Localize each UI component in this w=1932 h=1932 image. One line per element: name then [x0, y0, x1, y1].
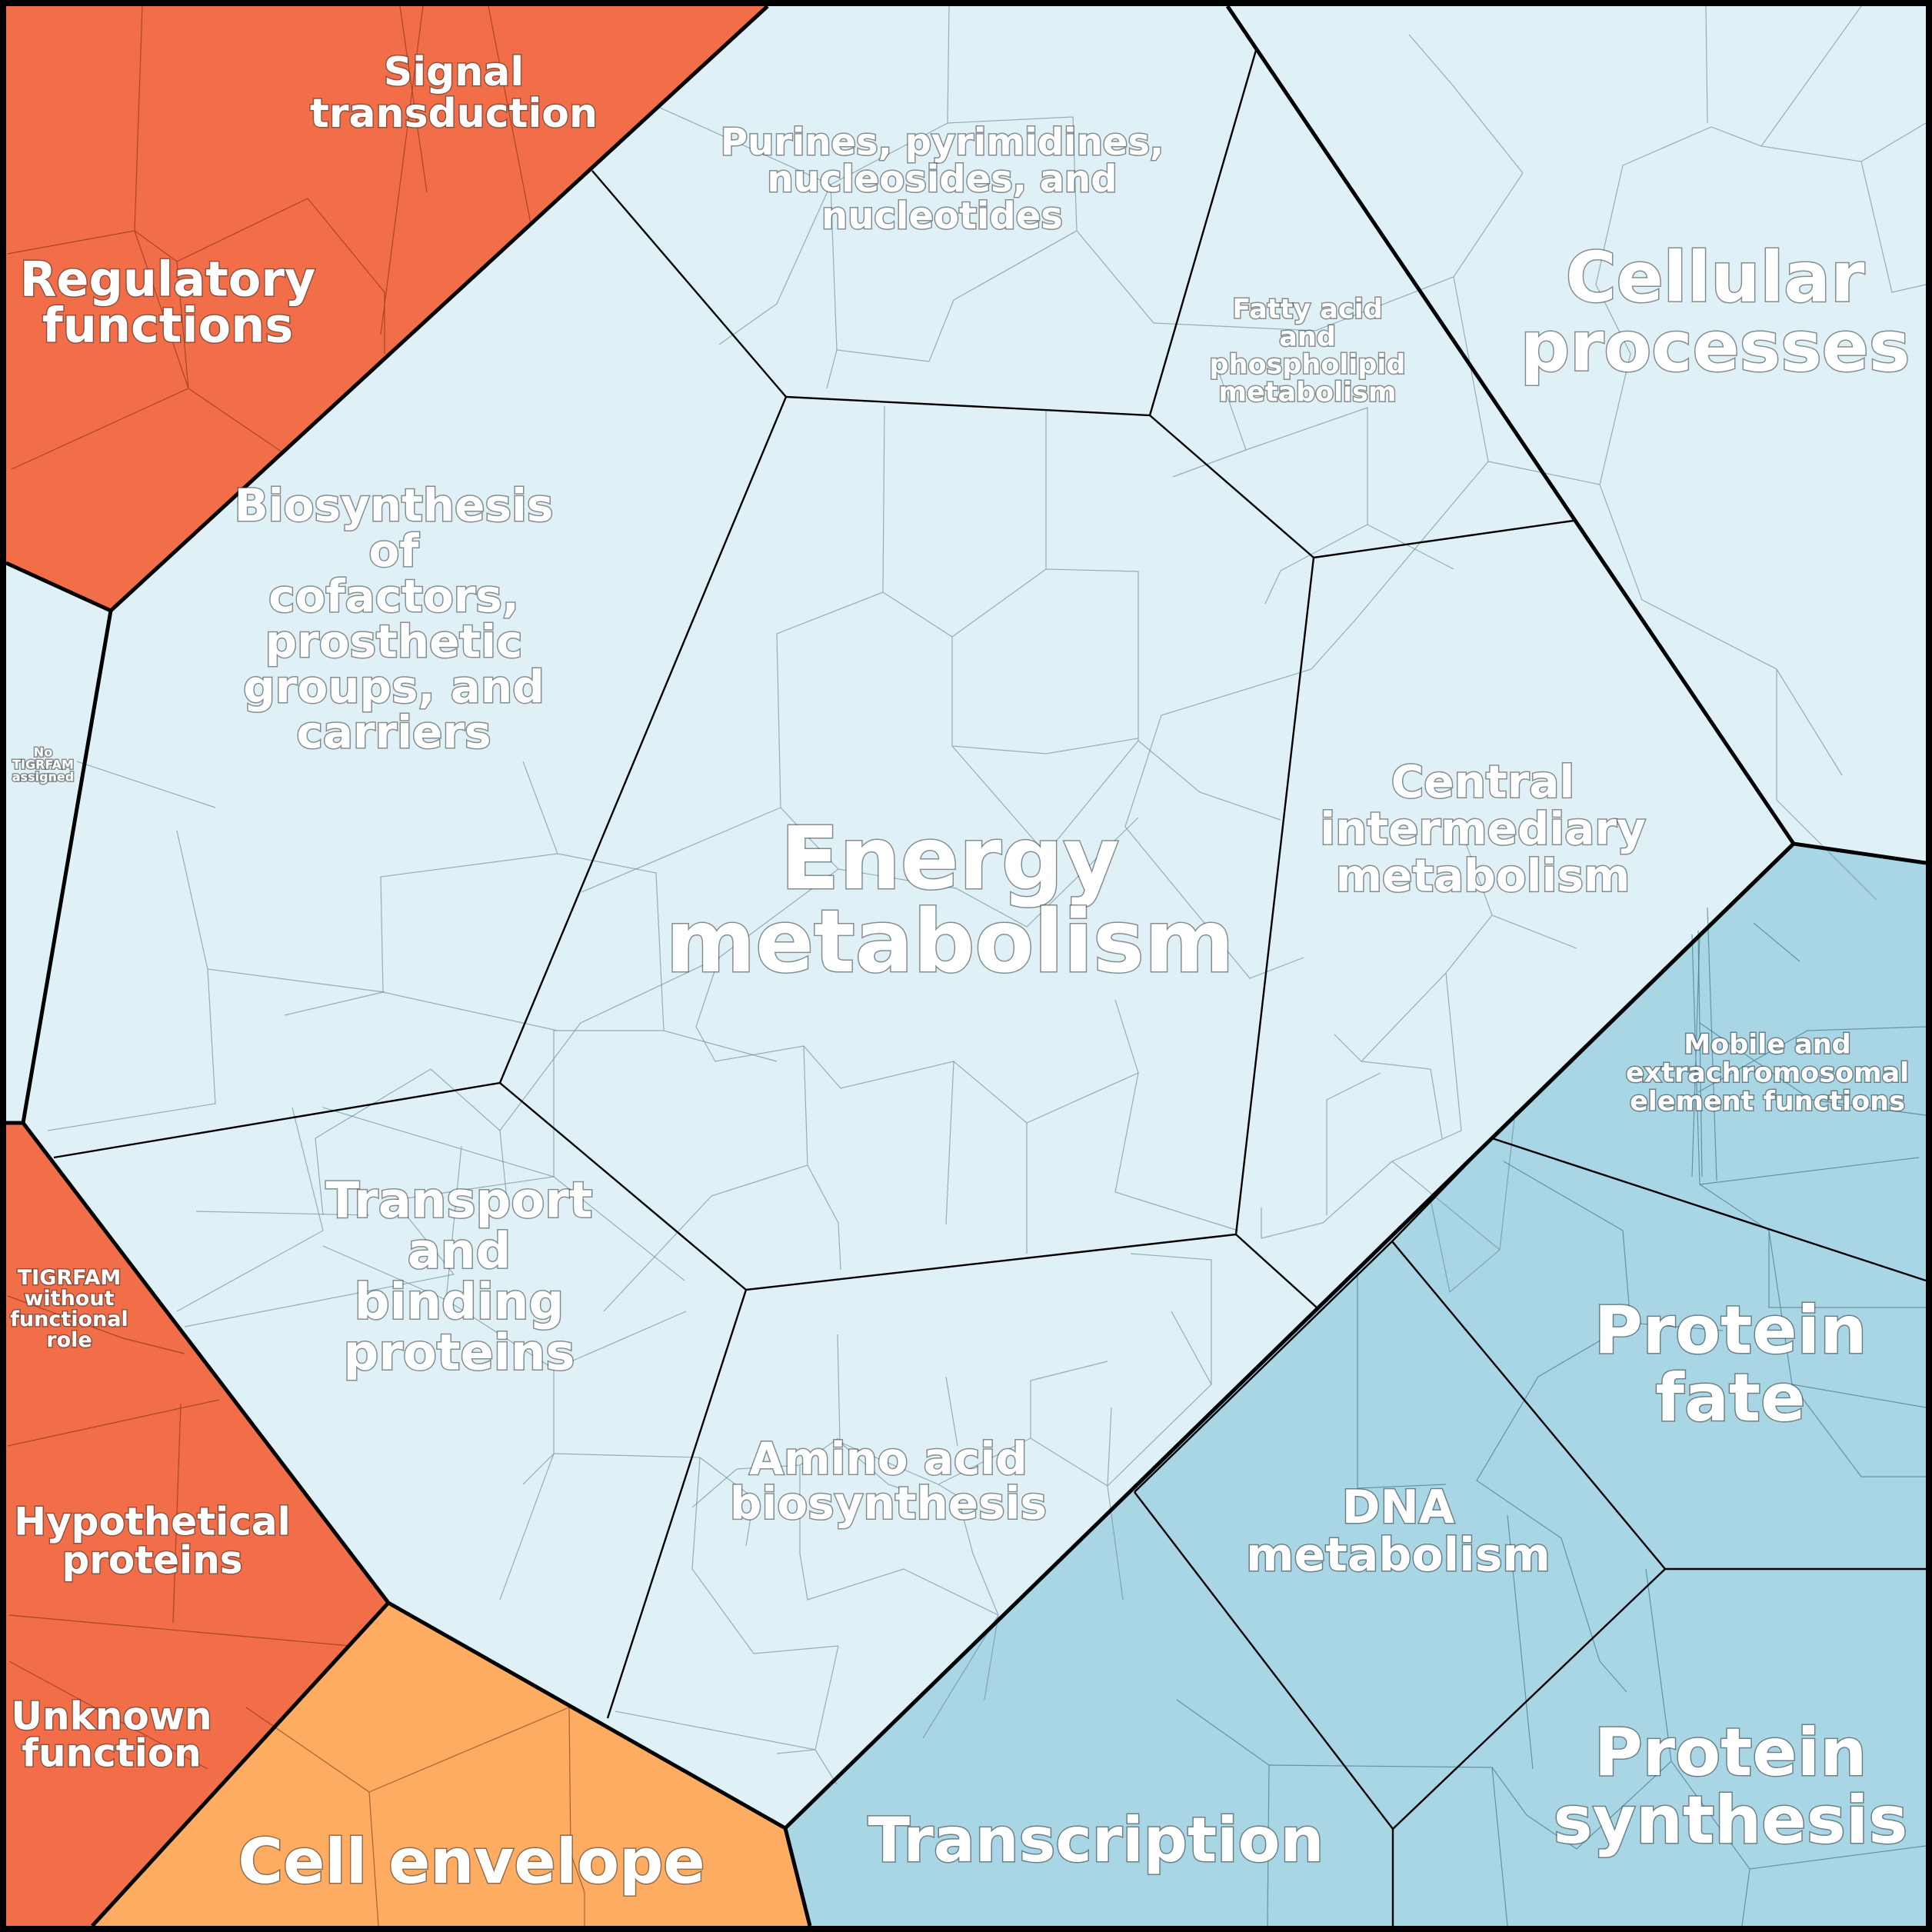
- biosynthesis-cofactors-label-line: cofactors,: [268, 570, 519, 622]
- tigrfam-without-role-label-line: role: [46, 1328, 92, 1352]
- transcription-label-line: Transcription: [868, 1804, 1324, 1876]
- dna-metabolism-label-line: DNA: [1342, 1481, 1455, 1534]
- central-intermediary-label-line: metabolism: [1336, 849, 1631, 901]
- transport-binding-label-line: proteins: [344, 1324, 575, 1381]
- tigrfam-without-role-label: TIGRFAM without functional role: [10, 1266, 128, 1352]
- biosynthesis-cofactors-label-line: prosthetic: [265, 615, 523, 668]
- energy-metabolism-label-line: Energy: [781, 809, 1120, 909]
- tigrfam-without-role-label-line: functional: [10, 1307, 128, 1331]
- protein-synthesis-label-line: Protein: [1594, 1714, 1867, 1791]
- cellular-processes-label-line: Cellular: [1566, 238, 1865, 318]
- subcell-lines-unknown: [7, 1295, 351, 1770]
- category-borders: [5, 5, 1927, 1927]
- cell-envelope-region: [92, 1603, 810, 1926]
- no-tigrfam-label-line: No: [34, 745, 52, 760]
- regulatory-functions-region: [6, 6, 768, 611]
- purines-label-line: nucleotides: [821, 195, 1063, 238]
- subcell-lines-regulatory: [7, 5, 531, 470]
- cellular-processes-label: Cellular processes: [1521, 238, 1910, 388]
- protein-synthesis-label: Protein synthesis: [1554, 1714, 1908, 1859]
- unknown-function-label-line: Unknown: [11, 1694, 212, 1739]
- transcription-label: Transcription: [868, 1804, 1324, 1876]
- unknown-function-label: Unknown function: [11, 1694, 212, 1776]
- tigrfam-without-role-label-line: TIGRFAM: [18, 1266, 122, 1290]
- biosynthesis-cofactors-label-line: Biosynthesis: [235, 479, 554, 531]
- fatty-acid-label: Fatty acid and phospholipid metabolism: [1210, 294, 1406, 408]
- biosynthesis-cofactors-label: Biosynthesis of cofactors, prosthetic groups…: [235, 479, 554, 758]
- no-tigrfam-label: No TIGRFAM assigned: [12, 745, 74, 784]
- transport-binding-label-line: and: [408, 1223, 511, 1280]
- signal-transduction-label-line: transduction: [310, 91, 598, 137]
- fatty-acid-label-line: Fatty acid: [1232, 294, 1382, 325]
- central-intermediary-label: Central intermediary metabolism: [1320, 755, 1646, 901]
- signal-transduction-label: Signal transduction: [310, 49, 598, 137]
- no-tigrfam-label-line: assigned: [12, 770, 74, 784]
- hypothetical-proteins-label-line: Hypothetical: [14, 1500, 291, 1544]
- dna-metabolism-label: DNA metabolism: [1246, 1481, 1551, 1582]
- amino-acid-biosynthesis-label: Amino acid biosynthesis: [730, 1432, 1047, 1529]
- protein-fate-label: Protein fate: [1594, 1292, 1867, 1437]
- mobile-element-label-line: Mobile and: [1684, 1029, 1850, 1060]
- purines-label-line: Purines, pyrimidines,: [721, 121, 1164, 164]
- regulatory-functions-label-line: Regulatory: [20, 251, 316, 308]
- energy-metabolism-label-line: metabolism: [665, 892, 1234, 992]
- unknown-function-label-line: function: [22, 1731, 202, 1776]
- hypothetical-proteins-label: Hypothetical proteins: [14, 1500, 291, 1583]
- transport-binding-label-line: Transport: [326, 1172, 593, 1229]
- amino-acid-biosynthesis-label-line: biosynthesis: [730, 1477, 1047, 1529]
- transport-binding-label-line: binding: [355, 1274, 564, 1331]
- central-intermediary-label-line: intermediary: [1320, 802, 1646, 854]
- metabolism-borders: [53, 47, 1574, 1719]
- amino-acid-biosynthesis-label-line: Amino acid: [749, 1432, 1027, 1484]
- biosynthesis-cofactors-label-line: carriers: [296, 706, 491, 758]
- protein-fate-label-line: fate: [1656, 1360, 1806, 1437]
- hypothetical-proteins-label-line: proteins: [62, 1538, 242, 1583]
- regulatory-functions-label: Regulatory functions: [20, 251, 316, 354]
- dna-metabolism-label-line: metabolism: [1246, 1528, 1551, 1582]
- mobile-element-label: Mobile and extrachromosomal element functi…: [1626, 1029, 1909, 1117]
- fatty-acid-label-line: phospholipid: [1210, 349, 1406, 380]
- biosynthesis-cofactors-label-line: groups, and: [243, 661, 544, 713]
- tigrfam-without-role-label-line: without: [24, 1287, 114, 1311]
- protein-synthesis-label-line: synthesis: [1554, 1782, 1908, 1859]
- fatty-acid-label-line: and: [1279, 321, 1336, 352]
- signal-transduction-label-line: Signal: [384, 49, 524, 95]
- mobile-element-label-line: element functions: [1630, 1086, 1905, 1117]
- fatty-acid-label-line: metabolism: [1219, 377, 1397, 408]
- biosynthesis-cofactors-label-line: of: [368, 525, 419, 577]
- protein-fate-label-line: Protein: [1594, 1292, 1867, 1369]
- no-tigrfam-label-line: TIGRFAM: [12, 758, 74, 772]
- category-fills: [6, 6, 1926, 1926]
- energy-metabolism-label: Energy metabolism: [665, 809, 1234, 992]
- cell-envelope-label: Cell envelope: [238, 1826, 705, 1897]
- subcell-lines-metabolism: [47, 5, 1927, 1785]
- purines-label: Purines, pyrimidines, nucleosides, and nuc…: [721, 121, 1164, 238]
- central-intermediary-label-line: Central: [1391, 755, 1575, 808]
- cell-envelope-label-line: Cell envelope: [238, 1826, 705, 1897]
- unknown-region: [6, 1123, 388, 1926]
- cellular-processes-label-line: processes: [1521, 307, 1910, 388]
- subcell-lines-information: [1176, 907, 1927, 1927]
- regulatory-functions-label-line: functions: [42, 298, 294, 354]
- mobile-element-label-line: extrachromosomal: [1626, 1058, 1909, 1088]
- information-region: [785, 844, 1926, 1926]
- purines-label-line: nucleosides, and: [767, 158, 1117, 201]
- transport-binding-label: Transport and binding proteins: [326, 1172, 593, 1381]
